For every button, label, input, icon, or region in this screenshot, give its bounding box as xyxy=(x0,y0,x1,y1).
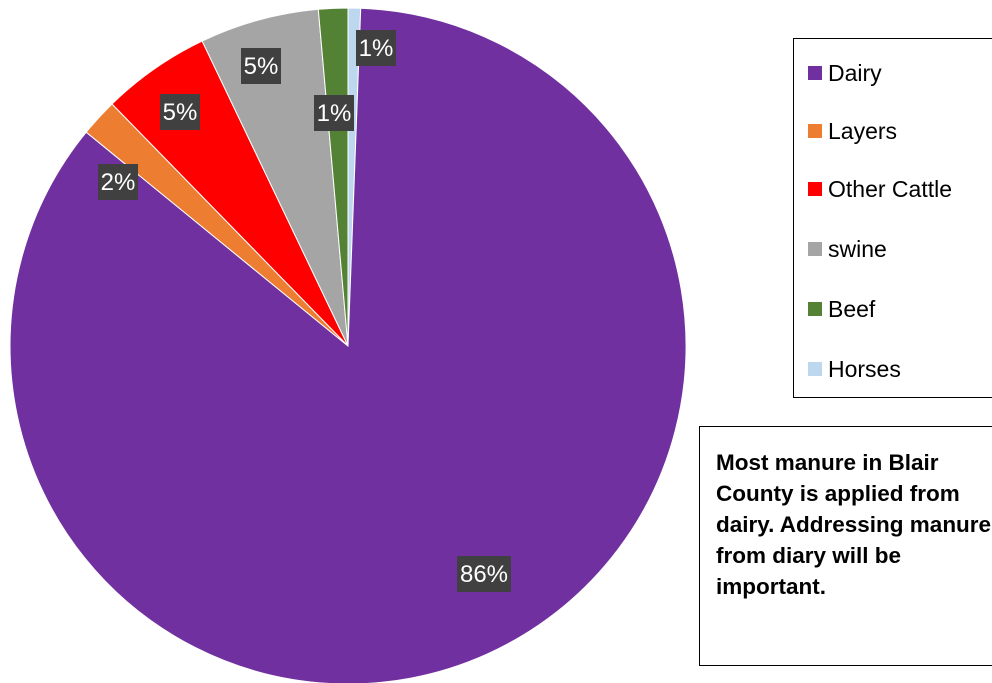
annotation-line: dairy. Addressing manure xyxy=(716,512,992,537)
data-label-horses: 1% xyxy=(356,30,396,66)
legend-label-swine: swine xyxy=(828,235,887,262)
pie-slice-dairy xyxy=(9,7,687,683)
annotation-line: Most manure in Blair xyxy=(716,450,939,475)
legend-item-other-cattle: Other Cattle xyxy=(808,175,952,202)
annotation-line: important. xyxy=(716,574,826,599)
legend: Dairy Layers Other Cattle swine Beef Hor… xyxy=(793,38,992,398)
legend-swatch-other-cattle xyxy=(808,182,822,196)
data-label-beef: 1% xyxy=(314,95,354,131)
legend-swatch-beef xyxy=(808,302,822,316)
pie-labels: 86% 2% 5% 5% 1% 1% xyxy=(98,30,511,592)
legend-swatch-swine xyxy=(808,242,822,256)
legend-item-dairy: Dairy xyxy=(808,59,882,86)
svg-text:2%: 2% xyxy=(101,169,136,196)
legend-swatch-horses xyxy=(808,362,822,376)
data-label-swine: 5% xyxy=(241,48,281,84)
legend-item-swine: swine xyxy=(808,235,887,262)
legend-label-beef: Beef xyxy=(828,295,876,322)
pie-slice-beef xyxy=(317,7,349,347)
pie-slices xyxy=(9,7,687,683)
svg-text:1%: 1% xyxy=(359,35,394,62)
annotation-line: County is applied from xyxy=(716,481,960,506)
svg-text:86%: 86% xyxy=(460,561,508,588)
data-label-dairy: 86% xyxy=(457,556,511,592)
svg-text:1%: 1% xyxy=(317,100,352,127)
legend-label-layers: Layers xyxy=(828,117,898,144)
data-label-other-cattle: 5% xyxy=(160,94,200,130)
legend-item-beef: Beef xyxy=(808,295,876,322)
annotation-line: from diary will be xyxy=(716,543,902,568)
legend-item-horses: Horses xyxy=(808,355,901,382)
annotation-text: Most manure in Blair County is applied f… xyxy=(716,447,992,602)
legend-label-other-cattle: Other Cattle xyxy=(828,175,952,202)
legend-item-layers: Layers xyxy=(808,117,898,144)
legend-label-dairy: Dairy xyxy=(828,59,882,86)
annotation-box: Most manure in Blair County is applied f… xyxy=(699,426,992,666)
legend-swatch-dairy xyxy=(808,66,822,80)
legend-label-horses: Horses xyxy=(828,355,901,382)
svg-text:5%: 5% xyxy=(244,53,279,80)
data-label-layers: 2% xyxy=(98,164,138,200)
legend-swatch-layers xyxy=(808,124,822,138)
svg-text:5%: 5% xyxy=(163,99,198,126)
